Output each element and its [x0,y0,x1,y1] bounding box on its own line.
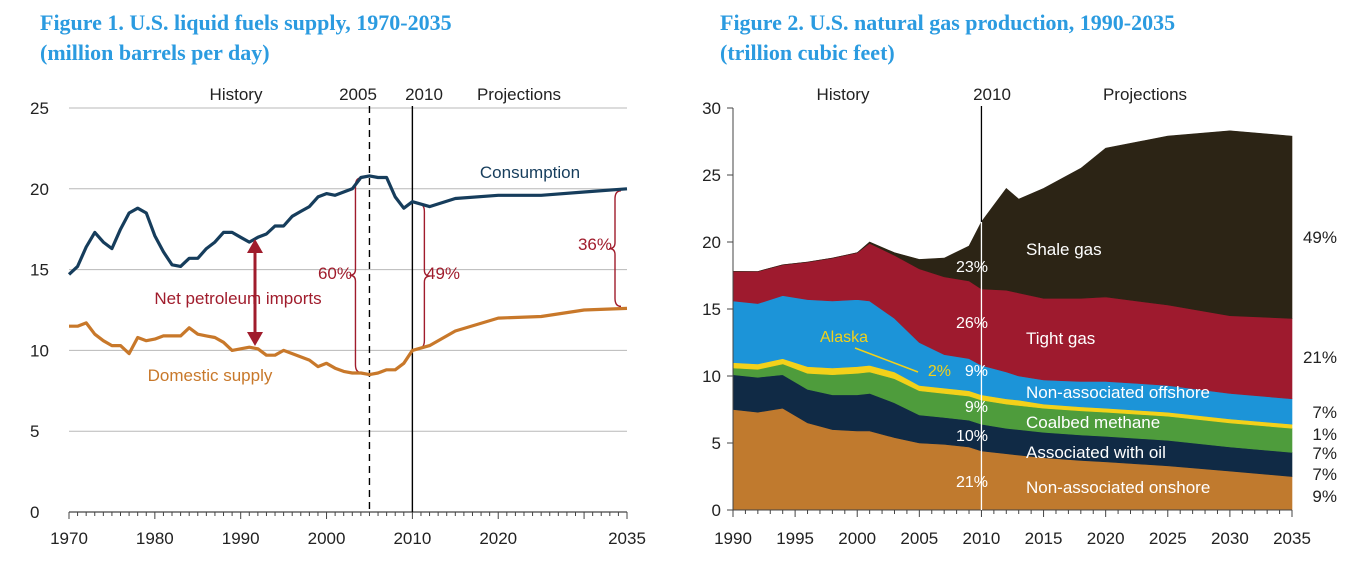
y-tick-label: 0 [712,501,721,520]
history-label: History [817,85,870,104]
x-tick-label: 2020 [1087,529,1125,548]
x-tick-label: 2025 [1149,529,1187,548]
share-2035-label: 9% [1312,487,1337,506]
x-tick-label: 2035 [1273,529,1311,548]
y-tick-label: 25 [30,99,49,118]
share-2035-label: 49% [1303,228,1337,247]
pct-2010-label: 49% [426,264,460,283]
associated-2010-pct: 10% [956,428,988,445]
series-label: Non-associated onshore [1026,478,1210,497]
import-arrow-up-icon [247,239,263,253]
y-tick-label: 30 [702,99,721,118]
year-2010-label: 2010 [973,85,1011,104]
series-label: Tight gas [1026,329,1095,348]
series-label: Shale gas [1026,240,1102,259]
share-2035-label: 1% [1312,425,1337,444]
share-2035-label: 21% [1303,348,1337,367]
figure-1-title-line1: Figure 1. U.S. liquid fuels supply, 1970… [40,10,452,35]
x-tick-label: 2000 [838,529,876,548]
x-tick-label: 1990 [222,529,260,548]
x-tick-label: 2010 [963,529,1001,548]
x-tick-label: 1970 [50,529,88,548]
shale-area [732,130,1293,319]
y-tick-label: 15 [30,261,49,280]
domestic-supply-label: Domestic supply [148,366,273,385]
alaska-label: Alaska [820,329,868,346]
x-tick-label: 2010 [393,529,431,548]
y-tick-label: 10 [30,341,49,360]
consumption-line [67,174,628,276]
x-tick-label: 2030 [1211,529,1249,548]
net-imports-label: Net petroleum imports [154,289,321,308]
projections-label: Projections [477,85,561,104]
figure-1-panel: Figure 1. U.S. liquid fuels supply, 1970… [30,8,646,548]
y-tick-label: 0 [30,503,39,522]
x-tick-label: 1980 [136,529,174,548]
series-label: Non-associated offshore [1026,383,1210,402]
figure-1-title-line2: (million barrels per day) [40,40,270,65]
alaska-2010-pct: 2% [928,363,951,380]
year-2010-label: 2010 [405,85,443,104]
tight-2010-pct: 26% [956,315,988,332]
x-tick-label: 2000 [308,529,346,548]
coalbed-2010-pct: 9% [965,399,988,416]
y-tick-label: 25 [702,166,721,185]
y-tick-label: 5 [712,434,721,453]
bracket-2035 [608,190,622,308]
y-tick-label: 5 [30,422,39,441]
share-2035-label: 7% [1312,444,1337,463]
series-label: Associated with oil [1026,443,1166,462]
pct-2035-label: 36% [578,235,612,254]
alaska-pointer [854,347,919,373]
figure-1-title: Figure 1. U.S. liquid fuels supply, 1970… [40,8,452,68]
y-tick-label: 20 [30,180,49,199]
consumption-label: Consumption [480,163,580,182]
share-2035-label: 7% [1312,403,1337,422]
pct-2005-label: 60% [318,264,352,283]
import-arrow-down-icon [247,332,263,346]
x-tick-label: 2005 [900,529,938,548]
x-tick-label: 1995 [776,529,814,548]
y-tick-label: 20 [702,233,721,252]
domestic-supply-line [69,306,628,377]
history-label: History [210,85,263,104]
x-tick-label: 2015 [1025,529,1063,548]
x-tick-label: 2035 [608,529,646,548]
y-tick-label: 15 [702,300,721,319]
figure-2-title: Figure 2. U.S. natural gas production, 1… [720,8,1175,68]
offshore-2010-pct: 9% [965,363,988,380]
x-tick-label: 2020 [479,529,517,548]
projections-label: Projections [1103,85,1187,104]
figure-2-title-line1: Figure 2. U.S. natural gas production, 1… [720,10,1176,35]
share-2035-label: 7% [1312,465,1337,484]
y-tick-label: 10 [702,367,721,386]
onshore-2010-pct: 21% [956,474,988,491]
figure-2-title-line2: (trillion cubic feet) [720,40,895,65]
shale-2010-pct: 23% [956,259,988,276]
series-label: Coalbed methane [1026,413,1160,432]
x-tick-label: 1990 [714,529,752,548]
figure-2-panel: Figure 2. U.S. natural gas production, 1… [675,0,1350,568]
year-2005-label: 2005 [339,85,377,104]
